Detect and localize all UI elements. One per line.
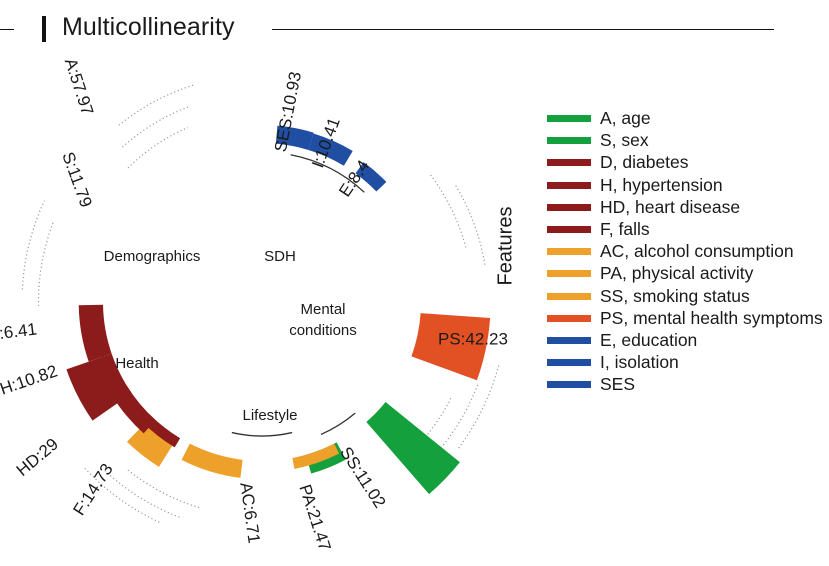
bar-label-ss: SS:11.02 (336, 443, 389, 511)
bar-label-ac: AC:6.71 (236, 481, 263, 544)
section-title: Multicollinearity (62, 13, 235, 41)
bar-label-ps: PS:42.23 (438, 329, 508, 348)
bar-hd (66, 353, 132, 421)
bar-a (366, 402, 460, 495)
dotted-guide-arc-7 (457, 365, 500, 450)
dotted-guide-arc-12 (21, 200, 46, 290)
dotted-guide-arc-10 (83, 467, 160, 523)
title-tick-mark (42, 16, 46, 42)
bar-ses (275, 125, 314, 150)
section-header: Multicollinearity (0, 10, 829, 50)
group-bracket-demographics (320, 412, 356, 436)
group-bracket-sdh (290, 154, 365, 193)
dotted-guide-arc-0 (127, 127, 189, 169)
dotted-guide-arc-4 (455, 185, 486, 267)
bar-label-d: D:6.41 (0, 320, 38, 345)
dotted-guide-arc-3 (430, 174, 467, 248)
bar-label-a: A:57.97 (61, 56, 97, 118)
group-label-sdh: SDH (264, 248, 296, 265)
bar-label-f: F:14.73 (69, 460, 116, 519)
bar-ac (292, 443, 340, 469)
bar-label-pa: PA:21.47 (295, 482, 334, 553)
bar-ss (181, 443, 243, 478)
group-label-mental: Mental conditions (289, 301, 357, 339)
group-label-demographics: Demographics (104, 248, 201, 265)
group-label-health: Health (115, 355, 158, 372)
bar-d (142, 414, 181, 448)
dotted-guide-arc-2 (118, 83, 196, 126)
bar-ps (411, 313, 491, 381)
dotted-guide-arc-8 (126, 468, 200, 509)
title-lead-line (0, 29, 14, 31)
dotted-guide-arc-9 (104, 470, 180, 518)
group-label-lifestyle: Lifestyle (242, 407, 297, 424)
bar-label-h: H:10.82 (0, 361, 60, 398)
bar-f (78, 304, 112, 362)
title-rule (272, 29, 774, 31)
bar-label-hd: HD:29 (13, 434, 62, 480)
dotted-guide-arc-1 (122, 105, 191, 148)
bar-label-s: S:11.79 (58, 149, 95, 209)
bar-i (308, 133, 353, 166)
dotted-guide-arc-11 (37, 221, 54, 306)
bar-e (355, 162, 387, 192)
group-bracket-lifestyle (231, 431, 293, 437)
